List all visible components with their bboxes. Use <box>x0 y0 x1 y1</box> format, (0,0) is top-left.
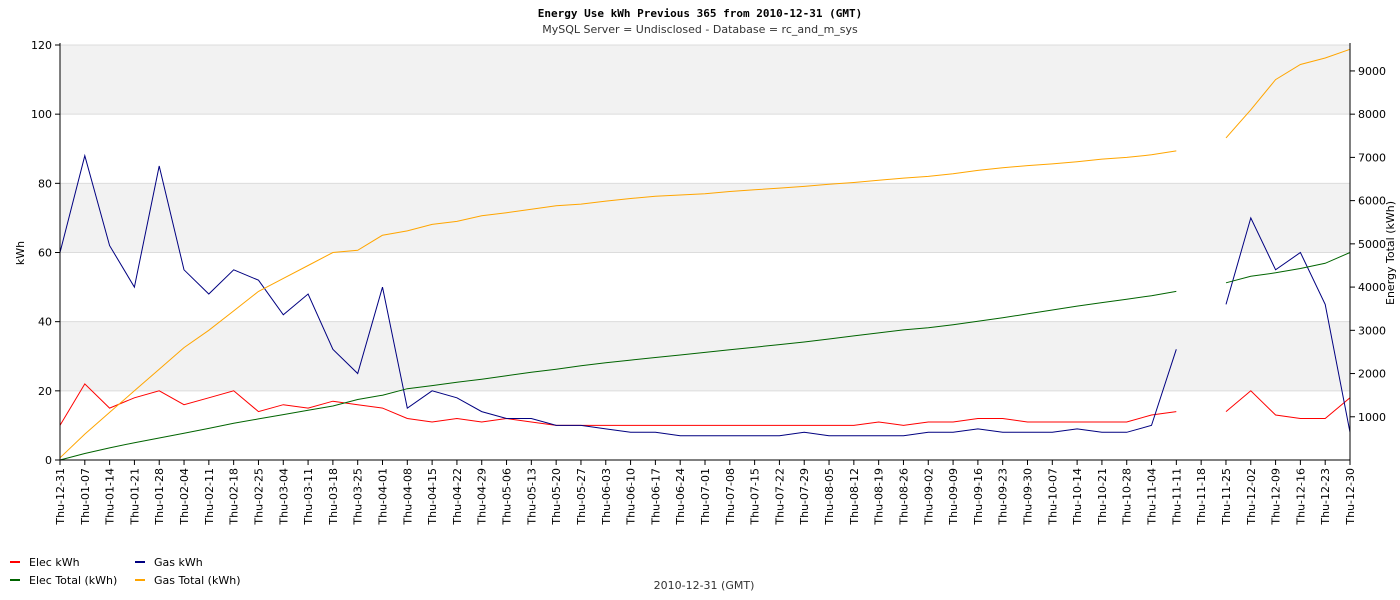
grid-band <box>60 321 1350 391</box>
x-tick-label: Thu-12-30 <box>1344 468 1357 526</box>
x-tick-label: Thu-12-31 <box>54 468 67 526</box>
x-tick-label: Thu-09-30 <box>1022 468 1035 526</box>
x-tick-label: Thu-09-23 <box>997 468 1010 526</box>
series-line-gas-total-kwh <box>59 48 1351 459</box>
y2-tick-label: 5000 <box>1358 238 1386 251</box>
x-tick-label: Thu-07-29 <box>798 468 811 526</box>
legend-label: Elec kWh <box>29 556 80 569</box>
y2-tick-label: 6000 <box>1358 195 1386 208</box>
x-tick-label: Thu-05-06 <box>501 468 514 526</box>
chart-subtitle: MySQL Server = Undisclosed - Database = … <box>542 23 858 36</box>
y-ticks-right: 1000 2000 3000 4000 5000 6000 7000 8000 9000 <box>1350 65 1386 424</box>
y-tick-label: 0 <box>45 454 52 467</box>
legend-label: Gas kWh <box>154 556 203 569</box>
x-tick-label: Thu-05-20 <box>550 468 563 526</box>
x-tick-label: Thu-05-13 <box>525 468 538 526</box>
legend-label: Gas Total (kWh) <box>154 574 240 587</box>
series-lines <box>59 48 1351 461</box>
x-tick-label: Thu-11-18 <box>1195 468 1208 526</box>
series-line-elec-total-kwh <box>59 252 1351 461</box>
x-tick-label: Thu-08-19 <box>873 468 886 526</box>
grid-band <box>60 45 1350 115</box>
x-tick-label: Thu-02-25 <box>253 468 266 526</box>
x-tick-label: Thu-11-04 <box>1146 468 1159 526</box>
x-tick-label: Thu-01-14 <box>104 468 117 526</box>
y-axis-label: kWh <box>14 241 27 265</box>
legend-label: Elec Total (kWh) <box>29 574 117 587</box>
x-tick-label: Thu-11-25 <box>1220 468 1233 526</box>
footer-date: 2010-12-31 (GMT) <box>654 579 755 592</box>
y-tick-label: 60 <box>38 247 52 260</box>
x-tick-label: Thu-04-22 <box>451 468 464 526</box>
y2-tick-label: 1000 <box>1358 411 1386 424</box>
x-tick-label: Thu-04-29 <box>476 468 489 526</box>
series-line-gas-kwh <box>59 153 1351 437</box>
x-tick-label: Thu-06-17 <box>649 468 662 526</box>
x-tick-label: Thu-08-12 <box>848 468 861 526</box>
x-tick-label: Thu-08-26 <box>898 468 911 526</box>
x-tick-label: Thu-12-02 <box>1245 468 1258 526</box>
alternating-bands <box>60 45 1350 391</box>
x-tick-label: Thu-12-09 <box>1270 468 1283 526</box>
y2-tick-label: 8000 <box>1358 108 1386 121</box>
x-tick-label: Thu-01-07 <box>79 468 92 526</box>
x-ticks: Thu-12-31 Thu-01-07 Thu-01-14 Thu-01-21 Thu-… <box>54 460 1357 526</box>
x-tick-label: Thu-03-18 <box>327 468 340 526</box>
x-tick-label: Thu-09-09 <box>947 468 960 526</box>
x-tick-label: Thu-01-21 <box>128 468 141 526</box>
legend: Elec kWh Elec Total (kWh) Gas kWh Gas Total… <box>10 556 240 587</box>
x-tick-label: Thu-10-21 <box>1096 468 1109 526</box>
x-tick-label: Thu-04-15 <box>426 468 439 526</box>
x-tick-label: Thu-02-11 <box>203 468 216 526</box>
x-tick-label: Thu-04-08 <box>401 468 414 526</box>
x-tick-label: Thu-06-03 <box>600 468 613 526</box>
x-tick-label: Thu-09-02 <box>922 468 935 526</box>
x-tick-label: Thu-03-04 <box>277 468 290 526</box>
y-ticks-left: 0 20 40 60 80 100 120 <box>31 39 60 467</box>
x-tick-label: Thu-10-14 <box>1071 468 1084 526</box>
x-tick-label: Thu-12-16 <box>1294 468 1307 526</box>
x-tick-label: Thu-07-08 <box>724 468 737 526</box>
y2-tick-label: 7000 <box>1358 151 1386 164</box>
y-tick-label: 80 <box>38 177 52 190</box>
y2-tick-label: 3000 <box>1358 324 1386 337</box>
x-tick-label: Thu-04-01 <box>377 468 390 526</box>
y-tick-label: 100 <box>31 108 52 121</box>
y2-tick-label: 2000 <box>1358 368 1386 381</box>
y2-axis-label: Energy Total (kWh) <box>1384 201 1397 305</box>
x-tick-label: Thu-11-11 <box>1170 468 1183 526</box>
chart-title: Energy Use kWh Previous 365 from 2010-12… <box>538 7 863 20</box>
x-tick-label: Thu-10-07 <box>1046 468 1059 526</box>
x-tick-label: Thu-02-04 <box>178 468 191 526</box>
x-tick-label: Thu-03-11 <box>302 468 315 526</box>
x-tick-label: Thu-05-27 <box>575 468 588 526</box>
x-tick-label: Thu-01-28 <box>153 468 166 526</box>
y2-tick-label: 4000 <box>1358 281 1386 294</box>
x-tick-label: Thu-03-25 <box>352 468 365 526</box>
x-tick-label: Thu-07-15 <box>749 468 762 526</box>
y-tick-label: 120 <box>31 39 52 52</box>
y2-tick-label: 9000 <box>1358 65 1386 78</box>
x-tick-label: Thu-10-28 <box>1121 468 1134 526</box>
y-tick-label: 20 <box>38 385 52 398</box>
x-tick-label: Thu-09-16 <box>972 468 985 526</box>
y-tick-label: 40 <box>38 316 52 329</box>
grid-band <box>60 183 1350 253</box>
x-tick-label: Thu-12-23 <box>1319 468 1332 526</box>
series-line-elec-kwh <box>59 383 1351 426</box>
x-tick-label: Thu-07-22 <box>773 468 786 526</box>
x-tick-label: Thu-02-18 <box>228 468 241 526</box>
x-tick-label: Thu-06-10 <box>625 468 638 526</box>
x-tick-label: Thu-08-05 <box>823 468 836 526</box>
x-tick-label: Thu-06-24 <box>674 468 687 526</box>
x-tick-label: Thu-07-01 <box>699 468 712 526</box>
